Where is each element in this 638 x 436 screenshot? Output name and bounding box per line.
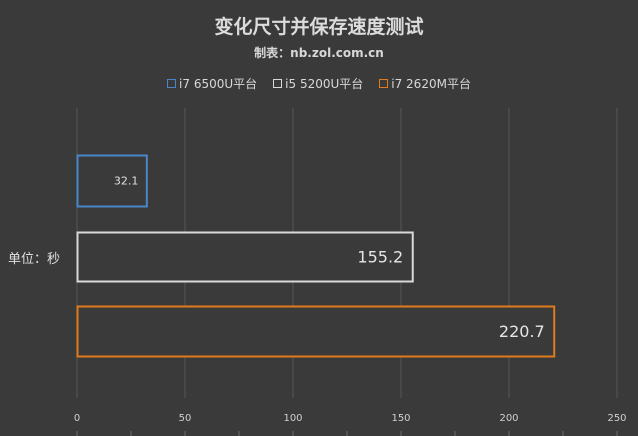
x-tick-label: 50 — [179, 413, 192, 424]
legend-label: i7 6500U平台 — [179, 77, 258, 91]
x-tick-label: 100 — [283, 413, 302, 424]
bar-data-label: 32.1 — [114, 175, 139, 188]
legend-item-i5-5200u[interactable]: i5 5200U平台 — [273, 75, 363, 92]
legend: i7 6500U平台 i5 5200U平台 i7 2620M平台 — [0, 75, 638, 92]
bar[interactable] — [76, 305, 556, 358]
chart-subtitle: 制表：nb.zol.com.cn — [254, 46, 384, 60]
bar-data-label: 155.2 — [357, 248, 403, 267]
legend-label: i5 5200U平台 — [285, 77, 364, 91]
bars: 32.1 155.2 220.7 — [76, 154, 556, 358]
x-tick-label: 150 — [391, 413, 410, 424]
legend-swatch — [379, 79, 389, 88]
bar[interactable] — [76, 231, 414, 283]
legend-swatch — [167, 79, 177, 88]
unit-label: 单位：秒 — [8, 252, 61, 267]
legend-label: i7 2620M平台 — [391, 77, 471, 91]
x-tick-label: 0 — [74, 413, 80, 424]
legend-item-i7-2620m[interactable]: i7 2620M平台 — [379, 75, 471, 92]
x-axis-ticks: 0 50 100 150 200 250 — [74, 413, 627, 436]
x-tick-label: 200 — [499, 413, 518, 424]
x-tick-label: 250 — [607, 413, 626, 424]
bar-data-label: 220.7 — [499, 322, 545, 341]
bar[interactable] — [76, 154, 148, 208]
legend-swatch — [273, 79, 283, 88]
legend-item-i7-6500u[interactable]: i7 6500U平台 — [167, 75, 257, 92]
chart-title: 变化尺寸并保存速度测试 — [214, 16, 424, 38]
